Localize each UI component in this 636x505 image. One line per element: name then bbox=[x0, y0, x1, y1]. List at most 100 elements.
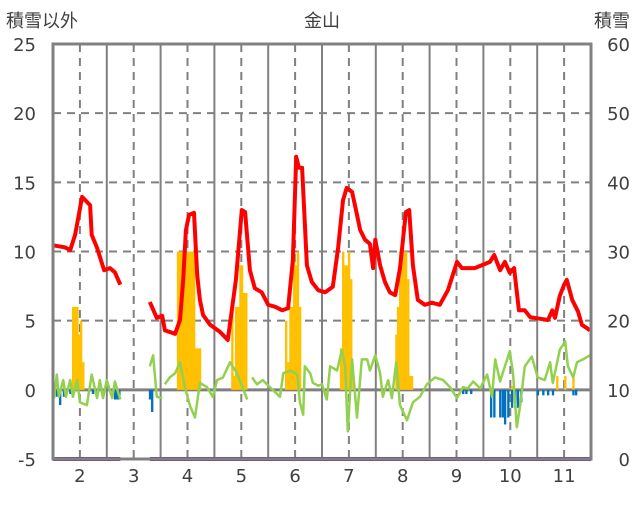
melt_bars-bar bbox=[148, 389, 152, 400]
snowfall_bars-bar bbox=[296, 251, 300, 390]
snowfall_bars-bar bbox=[287, 362, 290, 390]
y-right-tick-label: 20 bbox=[607, 312, 630, 333]
grid bbox=[53, 44, 591, 459]
melt_bars-bar bbox=[551, 389, 555, 396]
chart-title: 金山 bbox=[304, 11, 340, 32]
plot-frame bbox=[51, 42, 593, 461]
melt_bars-bar bbox=[542, 389, 545, 396]
snowfall_bars-bar bbox=[234, 306, 238, 390]
snowfall_bars-bar bbox=[82, 362, 85, 390]
snowfall_bars-bar bbox=[564, 376, 567, 390]
snowfall_bars-bar bbox=[181, 251, 184, 390]
snowfall_bars-bar bbox=[192, 251, 196, 390]
snowfall_bars-bar bbox=[182, 251, 186, 390]
melt_bars-bar bbox=[151, 389, 154, 412]
melt_bars-bar bbox=[55, 389, 59, 397]
x-tick-label: 11 bbox=[553, 466, 576, 487]
y-left-tick-label: 10 bbox=[13, 243, 36, 264]
snowfall_bars-bar bbox=[404, 251, 408, 390]
snowfall_bars-bar bbox=[402, 251, 406, 390]
melt_bars-bar bbox=[116, 389, 119, 400]
snowfall_bars-bar bbox=[240, 265, 244, 390]
y-right-tick-label: 50 bbox=[607, 104, 630, 125]
melt_bars-bar bbox=[572, 389, 575, 396]
snowfall_bars-bar bbox=[190, 251, 194, 390]
y-left-tick-label: -5 bbox=[18, 450, 36, 471]
snowfall_bars-bar bbox=[399, 251, 402, 390]
other_line-line bbox=[52, 340, 591, 433]
y-right-tick-label: 0 bbox=[619, 450, 630, 471]
melt_bars-bar bbox=[536, 389, 540, 396]
snowfall_bars-bar bbox=[396, 306, 400, 390]
snowfall_bars-bar bbox=[347, 251, 351, 390]
snowfall_bars-bar bbox=[401, 251, 404, 390]
snowfall_bars-bar bbox=[295, 265, 298, 390]
y-right-tick-label: 60 bbox=[607, 35, 630, 56]
melt_bars-bar bbox=[59, 389, 62, 406]
snowfall_bars-bar bbox=[298, 306, 302, 390]
snowfall_bars-bar bbox=[197, 348, 200, 390]
snowfall_bars-bar bbox=[187, 251, 190, 390]
melt_bars-bar bbox=[465, 389, 468, 394]
x-tick-label: 9 bbox=[451, 466, 462, 487]
snowfall_bars-bar bbox=[407, 279, 410, 390]
melt_bars-bar bbox=[574, 389, 578, 396]
melt_bars-bar bbox=[62, 389, 66, 397]
melt_bars-bar bbox=[510, 389, 514, 408]
snowfall_bars-bar bbox=[410, 376, 414, 390]
snowfall_bars-bar bbox=[572, 376, 575, 390]
melt_bars-bar bbox=[503, 389, 507, 425]
frame bbox=[51, 42, 593, 461]
snowfall_bars-bar bbox=[245, 293, 248, 390]
melt_bars-bar bbox=[516, 389, 520, 408]
snowfall_bars-bar bbox=[74, 306, 77, 390]
snowfall_bars-bar bbox=[290, 306, 294, 390]
y-left-tick-label: 15 bbox=[13, 173, 36, 194]
right-axis-label: 積雪 bbox=[594, 11, 630, 32]
snowfall_bars-bar bbox=[232, 376, 236, 390]
snowfall_bars-bar bbox=[243, 293, 246, 390]
melt_bars-bar bbox=[493, 389, 496, 418]
snowfall_bars-bar bbox=[345, 265, 349, 390]
x-tick-label: 7 bbox=[343, 466, 354, 487]
snow_depth-line bbox=[52, 154, 592, 342]
y-left-tick-label: 20 bbox=[13, 104, 36, 125]
snowfall_bars-bar bbox=[409, 376, 412, 390]
snowfall_bars-bar bbox=[339, 348, 343, 390]
snowfall_bars-bar bbox=[344, 265, 347, 390]
x-tick-label: 5 bbox=[236, 466, 247, 487]
y-left-tick-label: 0 bbox=[25, 381, 36, 402]
y-right-tick-label: 40 bbox=[607, 173, 630, 194]
snowfall_bars-bar bbox=[184, 251, 188, 390]
snowfall_bars-bar bbox=[342, 251, 345, 390]
snowfall_bars-bar bbox=[76, 306, 79, 390]
melt_bars-bar bbox=[91, 389, 95, 394]
snowfall_bars-bar bbox=[556, 376, 559, 390]
melt_bars-bar bbox=[501, 389, 505, 418]
x-tick-label: 4 bbox=[182, 466, 193, 487]
melt_bars-bar bbox=[546, 389, 550, 396]
y-left-tick-label: 5 bbox=[25, 312, 36, 333]
x-tick-label: 2 bbox=[74, 466, 85, 487]
melt_bars-bar bbox=[69, 389, 72, 394]
x-tick-label: 6 bbox=[289, 466, 300, 487]
melt_bars-bar bbox=[113, 389, 117, 400]
melt_bars-bar bbox=[489, 389, 493, 418]
snowfall_bars-bar bbox=[77, 334, 81, 390]
left-axis-label: 積雪以外 bbox=[6, 11, 78, 32]
snowfall_bars-bar bbox=[231, 306, 234, 390]
snowfall_bars-bar bbox=[80, 320, 83, 390]
snowfall_bars-bar bbox=[195, 348, 198, 390]
snowfall_bars-bar bbox=[237, 306, 240, 390]
snowfall_bars-bar bbox=[293, 251, 296, 390]
snowfall_bars-bar bbox=[510, 385, 514, 390]
melt_bars-bar bbox=[470, 389, 473, 394]
x-tick-label: 3 bbox=[128, 466, 139, 487]
snowfall_bars-bar bbox=[189, 251, 192, 390]
snowfall_bars-bar bbox=[350, 279, 353, 390]
snowfall_bars-bar bbox=[198, 348, 202, 390]
snowfall_bars-bar bbox=[239, 265, 242, 390]
snowfall_bars-bar bbox=[289, 306, 292, 390]
